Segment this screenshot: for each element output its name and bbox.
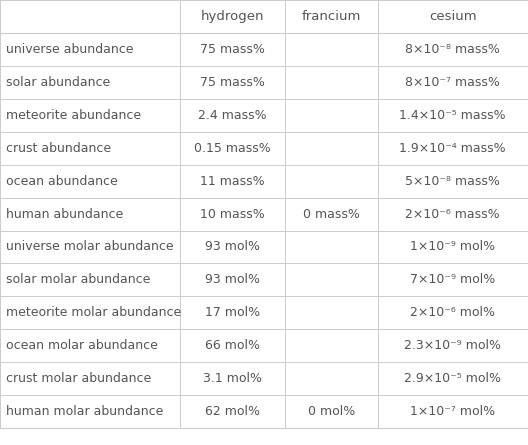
Text: 1.9×10⁻⁴ mass%: 1.9×10⁻⁴ mass% xyxy=(400,142,506,155)
Text: meteorite molar abundance: meteorite molar abundance xyxy=(6,306,182,320)
Text: 7×10⁻⁹ mol%: 7×10⁻⁹ mol% xyxy=(410,273,495,287)
Text: 2.9×10⁻⁵ mol%: 2.9×10⁻⁵ mol% xyxy=(404,372,501,385)
Text: 75 mass%: 75 mass% xyxy=(200,76,265,89)
Text: 66 mol%: 66 mol% xyxy=(205,339,260,352)
Text: universe molar abundance: universe molar abundance xyxy=(6,240,174,254)
Text: ocean molar abundance: ocean molar abundance xyxy=(6,339,158,352)
Text: 93 mol%: 93 mol% xyxy=(205,273,260,287)
Text: 0 mol%: 0 mol% xyxy=(308,405,355,418)
Text: 93 mol%: 93 mol% xyxy=(205,240,260,254)
Text: 2×10⁻⁶ mol%: 2×10⁻⁶ mol% xyxy=(410,306,495,320)
Text: ocean abundance: ocean abundance xyxy=(6,174,118,188)
Text: 1×10⁻⁹ mol%: 1×10⁻⁹ mol% xyxy=(410,240,495,254)
Text: 0.15 mass%: 0.15 mass% xyxy=(194,142,271,155)
Text: 2.3×10⁻⁹ mol%: 2.3×10⁻⁹ mol% xyxy=(404,339,501,352)
Text: 2×10⁻⁶ mass%: 2×10⁻⁶ mass% xyxy=(406,207,500,221)
Text: 17 mol%: 17 mol% xyxy=(205,306,260,320)
Text: 75 mass%: 75 mass% xyxy=(200,43,265,56)
Text: crust molar abundance: crust molar abundance xyxy=(6,372,152,385)
Text: solar abundance: solar abundance xyxy=(6,76,110,89)
Text: human molar abundance: human molar abundance xyxy=(6,405,164,418)
Text: hydrogen: hydrogen xyxy=(201,10,264,23)
Text: 62 mol%: 62 mol% xyxy=(205,405,260,418)
Text: 11 mass%: 11 mass% xyxy=(200,174,265,188)
Text: 1×10⁻⁷ mol%: 1×10⁻⁷ mol% xyxy=(410,405,495,418)
Text: 10 mass%: 10 mass% xyxy=(200,207,265,221)
Text: meteorite abundance: meteorite abundance xyxy=(6,109,142,122)
Text: 1.4×10⁻⁵ mass%: 1.4×10⁻⁵ mass% xyxy=(400,109,506,122)
Text: crust abundance: crust abundance xyxy=(6,142,111,155)
Text: human abundance: human abundance xyxy=(6,207,124,221)
Text: 0 mass%: 0 mass% xyxy=(303,207,360,221)
Text: solar molar abundance: solar molar abundance xyxy=(6,273,150,287)
Text: cesium: cesium xyxy=(429,10,477,23)
Text: 2.4 mass%: 2.4 mass% xyxy=(198,109,267,122)
Text: francium: francium xyxy=(301,10,361,23)
Text: 8×10⁻⁸ mass%: 8×10⁻⁸ mass% xyxy=(406,43,500,56)
Text: 5×10⁻⁸ mass%: 5×10⁻⁸ mass% xyxy=(406,174,500,188)
Text: universe abundance: universe abundance xyxy=(6,43,134,56)
Text: 8×10⁻⁷ mass%: 8×10⁻⁷ mass% xyxy=(406,76,500,89)
Text: 3.1 mol%: 3.1 mol% xyxy=(203,372,262,385)
